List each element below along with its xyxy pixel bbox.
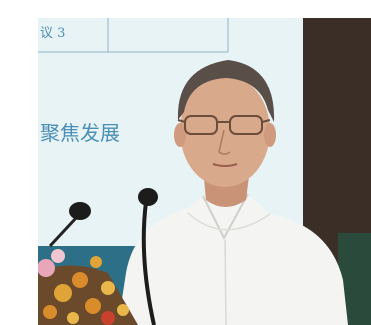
speaker-photo: 议 3 聚焦发展 [38,18,371,325]
flower-arrangement [38,249,138,325]
microphones [48,188,158,325]
speaker-head [180,75,270,187]
slide-text-top: 议 3 [40,26,65,41]
glasses [177,115,271,135]
speaker-hair [177,60,275,122]
slide-text-main: 聚焦发展 [40,121,120,145]
slide-table-lines [38,18,229,53]
speaker-shirt [118,194,348,325]
